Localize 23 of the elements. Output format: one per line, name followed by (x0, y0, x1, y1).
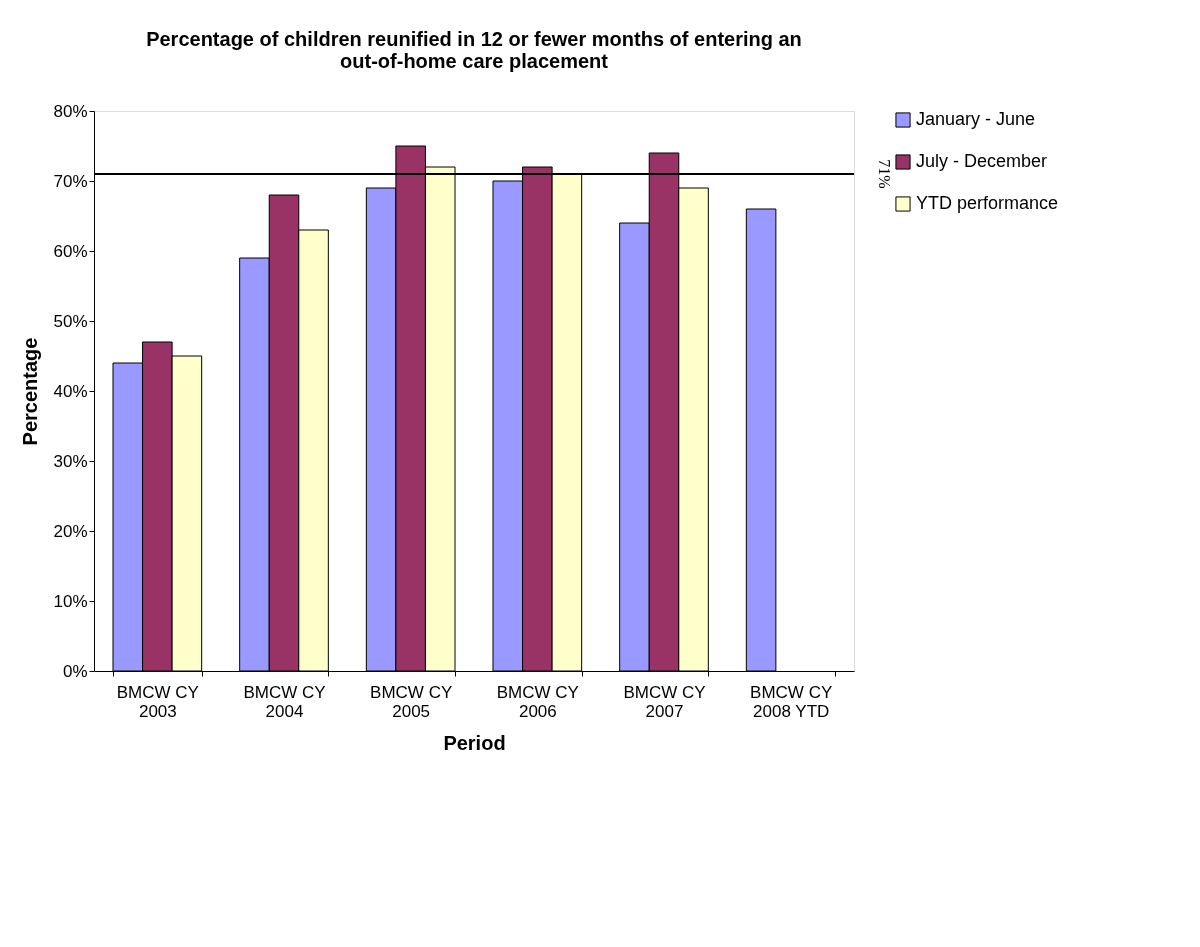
legend-label: YTD performance (916, 193, 1059, 213)
y-tick-label: 0% (62, 661, 88, 681)
y-tick-label: 20% (53, 521, 88, 541)
text: out-of-home care placement (340, 50, 608, 72)
legend-label: January - June (916, 109, 1036, 129)
y-tick-label: 60% (53, 241, 88, 261)
ref-line-label: 71% (876, 159, 893, 189)
x-axis-title: Period (443, 731, 506, 754)
legend-label: July - December (916, 151, 1048, 171)
x-tick-label: BMCW CY 2007 (623, 682, 706, 721)
y-tick-label: 50% (53, 311, 88, 331)
y-tick-label: 30% (53, 451, 88, 471)
y-tick-label: 80% (53, 101, 88, 121)
y-tick-label: 10% (53, 591, 88, 611)
x-tick-label: BMCW CY 2008 YTD (750, 682, 833, 721)
text: Percentage of children reunified in 12 or fewer months of entering an (146, 28, 802, 50)
x-tick-label: BMCW CY 2004 (243, 682, 326, 721)
x-tick-label: BMCW CY 2005 (370, 682, 453, 721)
y-axis-title: Percentage (19, 337, 42, 446)
y-tick-label: 40% (53, 381, 88, 401)
x-tick-label: BMCW CY 2003 (116, 682, 199, 721)
y-tick-label: 70% (53, 171, 88, 191)
x-tick-label: BMCW CY 2006 (496, 682, 579, 721)
